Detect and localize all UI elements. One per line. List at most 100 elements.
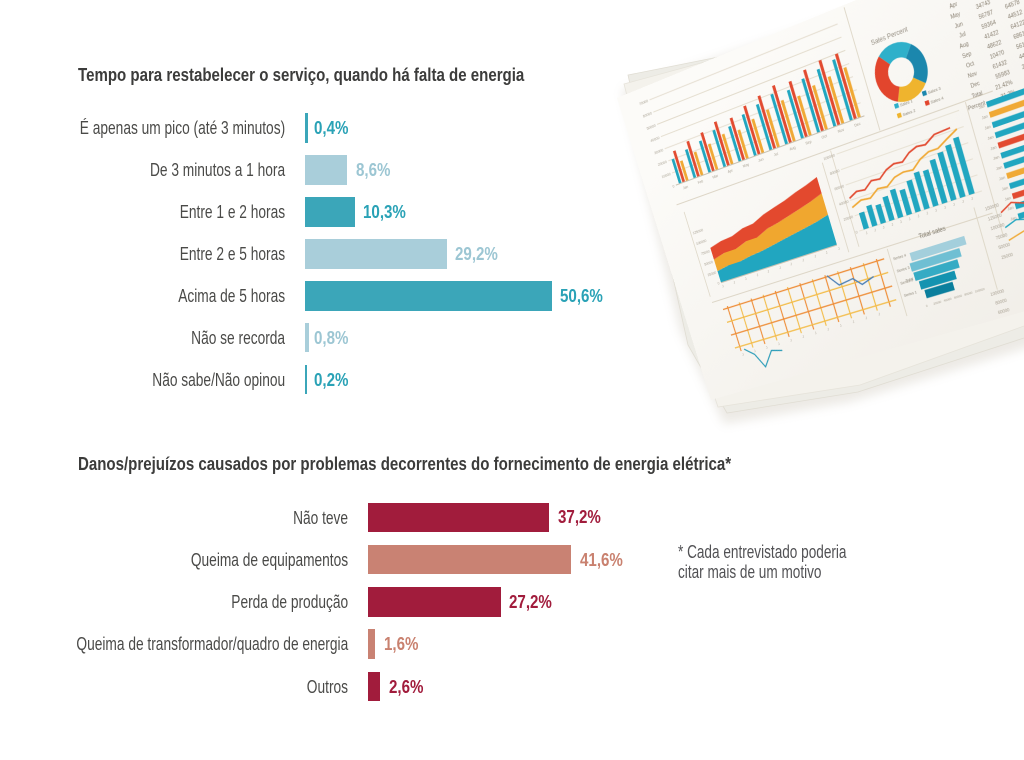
svg-text:J: J bbox=[935, 208, 939, 213]
svg-text:Mar: Mar bbox=[712, 173, 720, 180]
svg-text:Jan: Jan bbox=[987, 134, 995, 141]
svg-text:Feb: Feb bbox=[697, 179, 704, 185]
svg-text:Jan: Jan bbox=[995, 165, 1003, 172]
svg-text:60000: 60000 bbox=[834, 184, 845, 192]
svg-text:20000: 20000 bbox=[843, 214, 854, 222]
svg-text:Nov: Nov bbox=[837, 127, 845, 134]
svg-text:0: 0 bbox=[925, 303, 928, 308]
svg-text:May: May bbox=[742, 162, 750, 169]
svg-text:Jan: Jan bbox=[990, 144, 998, 151]
svg-text:10470: 10470 bbox=[989, 49, 1005, 61]
svg-text:25000: 25000 bbox=[707, 270, 717, 277]
svg-text:J: J bbox=[865, 230, 868, 235]
svg-text:100000: 100000 bbox=[695, 238, 707, 246]
svg-text:Jan: Jan bbox=[998, 175, 1006, 182]
svg-text:125000: 125000 bbox=[987, 213, 1002, 222]
svg-text:Apr: Apr bbox=[727, 168, 734, 175]
svg-text:100000: 100000 bbox=[823, 153, 836, 162]
svg-text:64578: 64578 bbox=[1004, 0, 1021, 10]
svg-text:40000: 40000 bbox=[943, 296, 953, 303]
svg-text:60000: 60000 bbox=[953, 293, 963, 300]
svg-text:Aug: Aug bbox=[789, 145, 796, 152]
svg-text:Jan: Jan bbox=[1007, 205, 1015, 212]
svg-text:J: J bbox=[765, 345, 768, 350]
svg-text:J: J bbox=[756, 272, 759, 277]
svg-text:80000: 80000 bbox=[964, 290, 974, 297]
svg-text:J: J bbox=[779, 265, 782, 270]
svg-text:J: J bbox=[926, 210, 929, 215]
svg-text:J: J bbox=[767, 269, 770, 274]
svg-text:75000: 75000 bbox=[995, 232, 1008, 240]
svg-text:J: J bbox=[837, 246, 840, 251]
svg-text:J: J bbox=[961, 199, 965, 204]
svg-text:J: J bbox=[827, 327, 830, 332]
svg-text:55983: 55983 bbox=[995, 69, 1011, 81]
svg-text:Dec: Dec bbox=[970, 80, 981, 90]
svg-text:61432: 61432 bbox=[992, 59, 1008, 71]
svg-text:J: J bbox=[790, 338, 793, 343]
svg-text:Sales 3: Sales 3 bbox=[927, 86, 941, 96]
svg-text:Sep: Sep bbox=[961, 50, 972, 60]
svg-text:J: J bbox=[917, 213, 920, 218]
svg-text:Series 2: Series 2 bbox=[900, 277, 914, 286]
svg-text:J: J bbox=[839, 323, 842, 328]
svg-text:10000: 10000 bbox=[661, 172, 671, 180]
svg-text:J: J bbox=[852, 319, 855, 324]
svg-text:Sales 2: Sales 2 bbox=[902, 108, 916, 117]
svg-text:50000: 50000 bbox=[998, 242, 1011, 250]
svg-text:64122: 64122 bbox=[1010, 18, 1024, 30]
svg-text:Jan: Jan bbox=[993, 154, 1001, 161]
svg-text:J: J bbox=[802, 258, 805, 263]
svg-text:Jun: Jun bbox=[954, 20, 964, 30]
svg-text:J: J bbox=[733, 280, 736, 285]
svg-text:20000: 20000 bbox=[933, 299, 943, 306]
svg-text:50000: 50000 bbox=[646, 123, 656, 131]
svg-text:Nov: Nov bbox=[967, 70, 978, 80]
svg-text:Series 3: Series 3 bbox=[896, 265, 910, 274]
svg-text:40000: 40000 bbox=[838, 199, 849, 207]
svg-text:Jan: Jan bbox=[984, 124, 992, 131]
svg-text:J: J bbox=[722, 284, 725, 289]
svg-text:J: J bbox=[971, 196, 975, 202]
svg-text:J: J bbox=[899, 219, 902, 224]
svg-text:0: 0 bbox=[717, 281, 720, 286]
svg-text:80000: 80000 bbox=[995, 298, 1008, 306]
svg-text:Oct: Oct bbox=[821, 133, 828, 140]
svg-text:J: J bbox=[908, 216, 911, 221]
svg-text:0: 0 bbox=[855, 230, 858, 235]
svg-text:J: J bbox=[744, 276, 747, 281]
svg-text:Series 4: Series 4 bbox=[893, 253, 907, 262]
svg-text:J: J bbox=[790, 262, 793, 267]
svg-text:May: May bbox=[950, 10, 962, 20]
svg-text:Total sales: Total sales bbox=[918, 225, 947, 241]
svg-text:J: J bbox=[814, 254, 817, 259]
svg-text:Apr: Apr bbox=[949, 0, 959, 10]
svg-text:50000: 50000 bbox=[704, 260, 714, 267]
svg-text:J: J bbox=[878, 312, 881, 317]
svg-text:Jan: Jan bbox=[1004, 195, 1012, 202]
svg-text:44819: 44819 bbox=[1018, 49, 1024, 61]
svg-text:J: J bbox=[753, 349, 756, 354]
svg-text:Jan: Jan bbox=[981, 114, 989, 121]
svg-text:J: J bbox=[802, 334, 805, 339]
svg-text:68612: 68612 bbox=[1013, 29, 1024, 41]
svg-text:Series 1: Series 1 bbox=[903, 290, 917, 298]
svg-text:20000: 20000 bbox=[657, 160, 667, 168]
svg-text:Dec: Dec bbox=[854, 121, 862, 128]
svg-text:23862: 23862 bbox=[1021, 59, 1024, 71]
svg-text:70000: 70000 bbox=[639, 99, 649, 107]
svg-text:Jul: Jul bbox=[958, 30, 966, 39]
svg-text:Jul: Jul bbox=[773, 151, 779, 157]
svg-text:Total: Total bbox=[971, 90, 983, 100]
svg-text:30000: 30000 bbox=[654, 148, 664, 156]
svg-text:59364: 59364 bbox=[981, 19, 997, 31]
svg-text:J: J bbox=[777, 341, 780, 346]
svg-text:Sales 4: Sales 4 bbox=[930, 95, 944, 105]
svg-text:100000: 100000 bbox=[990, 223, 1005, 232]
svg-text:Sales 1: Sales 1 bbox=[899, 98, 913, 107]
svg-text:80000: 80000 bbox=[829, 168, 840, 176]
svg-text:60000: 60000 bbox=[997, 307, 1010, 315]
svg-text:Total: Total bbox=[905, 276, 914, 283]
svg-text:100000: 100000 bbox=[974, 286, 985, 294]
svg-text:Sep: Sep bbox=[805, 139, 812, 146]
